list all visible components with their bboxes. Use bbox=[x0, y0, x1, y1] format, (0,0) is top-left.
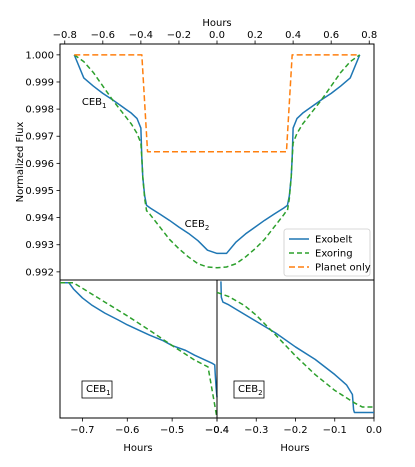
legend-label: Exobelt bbox=[315, 235, 352, 246]
main-y-tick-label: 0.998 bbox=[25, 105, 54, 116]
ceb1-panel: −0.7 −0.6 −0.5 −0.4 Hours CEB1 bbox=[59, 279, 229, 454]
main-series-exoring bbox=[73, 54, 361, 269]
main-series-planet-only bbox=[74, 54, 360, 153]
ceb2-annotation-sub: 2 bbox=[258, 389, 262, 397]
main-y-tick-label: 0.996 bbox=[25, 159, 54, 170]
main-x-tick-label: 0.8 bbox=[361, 30, 377, 41]
main-ceb2-annotation: CEB2 bbox=[185, 219, 210, 232]
main-ceb1-annotation: CEB1 bbox=[82, 97, 107, 110]
ceb1-x-axis-label: Hours bbox=[123, 443, 152, 454]
main-x-tick-label: 0.0 bbox=[209, 30, 225, 41]
main-y-tick-label: 0.992 bbox=[25, 267, 54, 278]
ceb2-x-tick-label: −0.4 bbox=[205, 425, 229, 436]
ceb1-annotation-base: CEB bbox=[86, 384, 106, 395]
main-x-tick-label: 0.6 bbox=[323, 30, 339, 41]
ceb2-x-tick-label: 0.0 bbox=[366, 425, 382, 436]
ceb1-annotation: CEB1 bbox=[81, 380, 113, 399]
ceb2-annotation: CEB2 bbox=[233, 380, 265, 399]
main-ceb2-annotation-base: CEB bbox=[185, 219, 205, 230]
ceb1-annotation-box bbox=[81, 380, 113, 399]
main-y-tick-label: 0.994 bbox=[25, 213, 54, 224]
main-x-tick-label: 0.2 bbox=[247, 30, 263, 41]
main-y-tick-label: 0.993 bbox=[25, 240, 54, 251]
ceb2-annotation-base: CEB bbox=[238, 384, 258, 395]
ceb2-annotation-box bbox=[233, 380, 265, 399]
legend-label: Exoring bbox=[315, 249, 353, 260]
main-x-tick-label: −0.8 bbox=[53, 30, 77, 41]
legend: Exobelt Exoring Planet only bbox=[283, 228, 371, 277]
main-y-tick-label: 0.995 bbox=[25, 186, 54, 197]
ceb1-x-tick-label: −0.7 bbox=[70, 425, 94, 436]
main-ceb1-annotation-sub: 1 bbox=[102, 102, 106, 110]
main-y-tick-label: 0.997 bbox=[25, 132, 54, 143]
main-ceb1-annotation-base: CEB bbox=[82, 97, 102, 108]
legend-label: Planet only bbox=[315, 263, 371, 274]
main-axis-ticks: −0.8 −0.6 −0.4 −0.2 0.0 0.2 0.4 0.6 0.8 0.992 0.99… bbox=[25, 30, 377, 278]
ceb2-axis-ticks: −0.4 −0.3 −0.2 −0.1 0.0 bbox=[205, 418, 382, 436]
main-series-lines bbox=[73, 54, 361, 269]
ceb2-x-tick-label: −0.2 bbox=[283, 425, 307, 436]
main-x-tick-label: −0.4 bbox=[129, 30, 153, 41]
main-series-exobelt bbox=[73, 54, 361, 255]
main-x-tick-label: −0.6 bbox=[91, 30, 115, 41]
main-x-tick-label: 0.4 bbox=[285, 30, 301, 41]
ceb1-series-lines bbox=[60, 282, 218, 419]
ceb1-x-tick-label: −0.4 bbox=[205, 425, 229, 436]
ceb2-series-lines bbox=[216, 281, 374, 414]
main-ceb2-annotation-sub: 2 bbox=[205, 224, 209, 232]
ceb2-panel: −0.4 −0.3 −0.2 −0.1 0.0 Hours CEB2 bbox=[205, 279, 382, 454]
main-y-tick-label: 0.999 bbox=[25, 77, 54, 88]
ceb2-x-tick-label: −0.3 bbox=[244, 425, 268, 436]
main-ceb1-annotation-text: CEB1 bbox=[82, 97, 107, 110]
main-x-tick-label: −0.2 bbox=[167, 30, 191, 41]
ceb1-annotation-sub: 1 bbox=[106, 389, 110, 397]
main-y-axis-label: Normalized Flux bbox=[15, 122, 26, 203]
legend-box bbox=[283, 228, 371, 277]
ceb2-x-tick-label: −0.1 bbox=[323, 425, 347, 436]
main-y-tick-label: 1.000 bbox=[25, 50, 54, 61]
ceb1-annotation-text: CEB1 bbox=[86, 384, 111, 397]
ceb2-series-exoring bbox=[216, 291, 374, 408]
ceb2-x-axis-label: Hours bbox=[280, 443, 309, 454]
main-ceb2-annotation-text: CEB2 bbox=[185, 219, 210, 232]
ceb1-series-exobelt bbox=[60, 282, 218, 398]
main-x-axis-label: Hours bbox=[202, 18, 231, 29]
main-chart-panel: −0.8 −0.6 −0.4 −0.2 0.0 0.2 0.4 0.6 0.8 0.992 0.99… bbox=[15, 18, 377, 281]
ceb1-series-exoring bbox=[60, 282, 218, 419]
ceb1-x-tick-label: −0.5 bbox=[160, 425, 184, 436]
ceb1-x-tick-label: −0.6 bbox=[115, 425, 139, 436]
ceb2-series-exobelt bbox=[220, 281, 374, 414]
ceb2-annotation-text: CEB2 bbox=[238, 384, 263, 397]
ceb1-axis-ticks: −0.7 −0.6 −0.5 −0.4 bbox=[70, 418, 229, 436]
